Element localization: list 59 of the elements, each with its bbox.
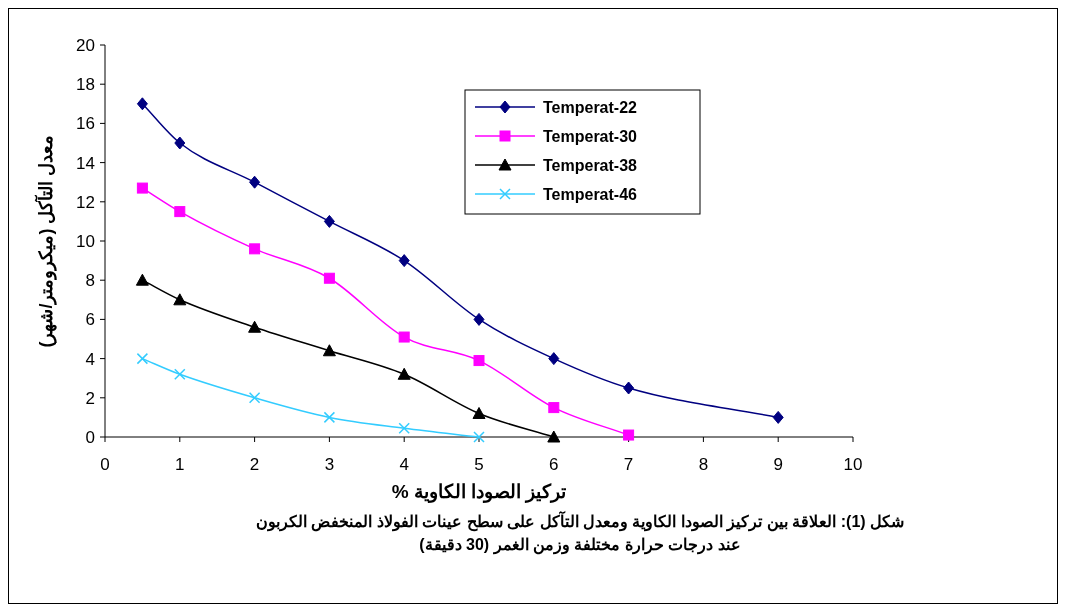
y-tick-label: 12 xyxy=(76,192,95,212)
text: شكل (1): العلاقة بين تركيز الصودا الكاوية ومعدل التآكل على سطح عينات الفولاذ المنخفض الكربون عند درجات حرارة مختلفة وزمن الغمر (30 دقيقة) xyxy=(254,510,906,556)
y-tick-label: 8 xyxy=(85,271,95,291)
point xyxy=(174,368,186,381)
y-tick-label: 6 xyxy=(85,310,95,330)
point xyxy=(323,272,335,284)
point xyxy=(135,273,149,286)
x-tick-label: 5 xyxy=(474,455,484,474)
y-tick-label: 18 xyxy=(76,75,95,95)
point xyxy=(249,175,261,189)
point xyxy=(136,97,148,111)
y-tick-label: 4 xyxy=(85,349,95,369)
point xyxy=(397,367,411,380)
x-tick-label: 4 xyxy=(399,455,409,474)
y-tick-label: 10 xyxy=(76,232,95,251)
point xyxy=(473,431,485,443)
point xyxy=(623,429,635,441)
x-tick-label: 1 xyxy=(175,455,185,474)
point xyxy=(473,312,485,326)
point xyxy=(248,320,262,333)
point xyxy=(173,293,187,306)
point xyxy=(398,254,410,268)
point xyxy=(473,355,485,367)
point xyxy=(174,136,186,150)
legend-label: Temperat-38 xyxy=(543,157,638,174)
point xyxy=(623,381,635,395)
legend-label: Temperat-30 xyxy=(543,128,638,145)
point xyxy=(136,352,149,365)
point xyxy=(398,422,410,434)
point xyxy=(323,411,336,424)
x-tick-label: 10 xyxy=(843,455,863,474)
legend-label: Temperat-46 xyxy=(543,186,638,203)
y-tick-label: 16 xyxy=(76,114,95,134)
legend-label: Temperat-22 xyxy=(543,99,638,116)
point xyxy=(323,214,335,228)
x-tick-label: 2 xyxy=(249,455,260,474)
x-tick-label: 3 xyxy=(324,455,335,474)
x-axis-title: تركيز الصودا الكاوية % xyxy=(391,481,567,503)
point xyxy=(174,206,186,218)
point xyxy=(547,430,561,443)
y-tick-label: 20 xyxy=(76,36,95,55)
y-axis-title: معدل التآكل (ميكرومتر/شهر) xyxy=(34,134,57,348)
x-tick-label: 0 xyxy=(100,455,110,474)
y-tick-label: 0 xyxy=(85,428,95,447)
point xyxy=(548,402,560,414)
point xyxy=(398,331,410,343)
point xyxy=(248,392,261,404)
point xyxy=(322,344,336,357)
x-tick-label: 9 xyxy=(773,455,783,474)
point xyxy=(249,243,261,255)
point xyxy=(136,182,148,194)
x-tick-label: 7 xyxy=(623,455,634,474)
point xyxy=(548,352,560,366)
point xyxy=(772,410,784,424)
y-tick-label: 14 xyxy=(76,153,95,173)
x-tick-label: 6 xyxy=(549,455,559,474)
x-tick-label: 8 xyxy=(698,455,709,474)
point xyxy=(472,406,486,419)
y-tick-label: 2 xyxy=(85,388,95,408)
